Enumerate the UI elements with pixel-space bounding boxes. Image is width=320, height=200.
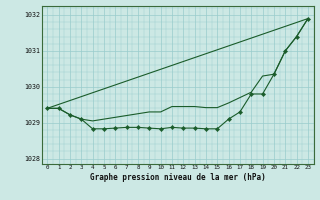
X-axis label: Graphe pression niveau de la mer (hPa): Graphe pression niveau de la mer (hPa) — [90, 173, 266, 182]
